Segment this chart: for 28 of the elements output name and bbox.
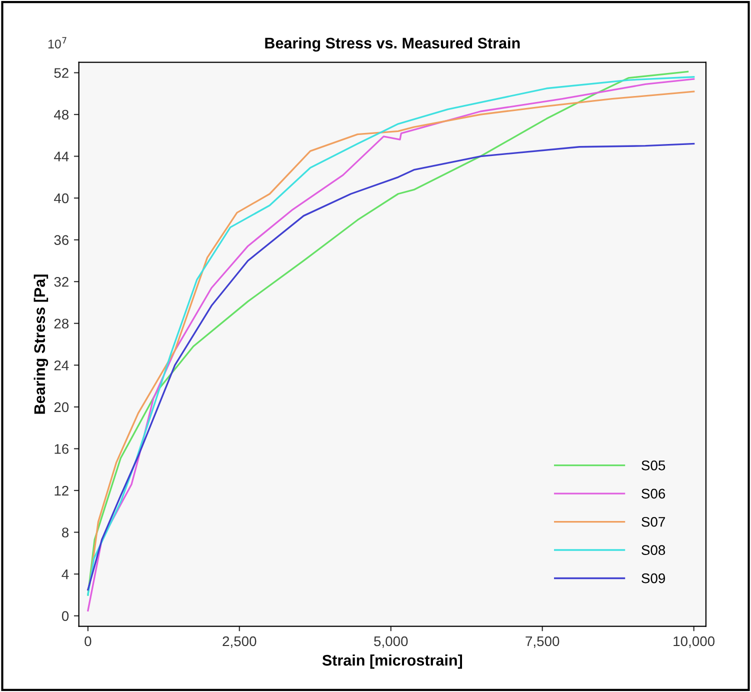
y-tick-label: 28 xyxy=(54,318,69,329)
y-tick-label: 20 xyxy=(54,402,69,412)
legend-label: S06 xyxy=(642,488,666,499)
y-tick-label: 0 xyxy=(62,611,69,621)
x-tick-label: 5,000 xyxy=(374,636,408,648)
legend-label: S08 xyxy=(642,545,666,556)
legend-label: S05 xyxy=(642,460,666,470)
y-tick-label: 40 xyxy=(54,193,69,204)
x-tick-label: 2,500 xyxy=(222,636,256,648)
x-tick-label: 7,500 xyxy=(526,636,560,648)
y-tick-label: 36 xyxy=(54,235,69,245)
y-tick-label: 32 xyxy=(54,276,68,287)
text: 10$^{7}$ xyxy=(48,37,66,48)
y-tick-label: 16 xyxy=(54,444,69,454)
y-tick-label: 52 xyxy=(54,68,68,78)
legend-label: S07 xyxy=(642,516,665,527)
x-tick-label: 10,000 xyxy=(674,636,715,648)
y-tick-label: 4 xyxy=(62,570,69,580)
legend-label: S09 xyxy=(642,573,666,584)
y-axis-title: Bearing Stress [Pa] xyxy=(34,274,48,414)
x-axis-title: Strain [microstrain] xyxy=(322,654,462,669)
y-tick-label: 44 xyxy=(54,152,69,162)
y-tick-label: 48 xyxy=(54,110,69,120)
chart-title: Bearing Stress vs. Measured Strain xyxy=(265,37,520,52)
y-tick-label: 24 xyxy=(54,360,69,370)
y-tick-label: 12 xyxy=(54,486,68,496)
y-tick-label: 8 xyxy=(62,528,69,538)
x-tick-label: 0 xyxy=(84,636,92,646)
